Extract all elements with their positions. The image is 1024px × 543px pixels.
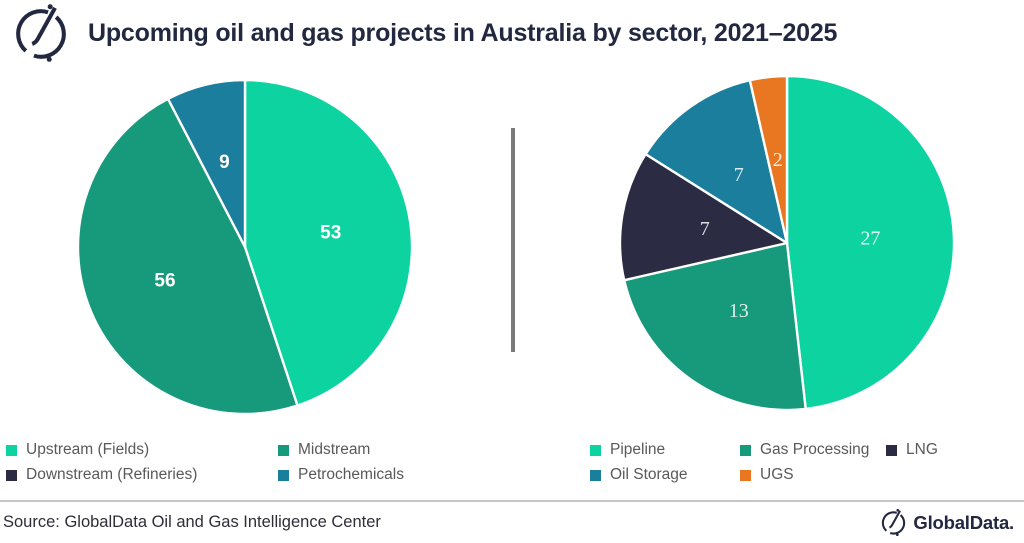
legend-swatch-upstream-fields (6, 444, 17, 456)
header: Upcoming oil and gas projects in Austral… (0, 0, 1024, 66)
pie-slice-petrochemicals (166, 78, 247, 249)
pie-slice-lng (618, 152, 789, 282)
legend-label-gas-processing: Gas Processing (760, 441, 870, 458)
legend-label-ugs: UGS (760, 466, 794, 483)
legend-swatch-oil-storage (590, 469, 601, 481)
globaldata-brand: GlobalData. (880, 509, 1014, 536)
legend-item-ugs: UGS (740, 463, 886, 487)
legend-left: Upstream (Fields) Midstream Downstream (Re… (6, 438, 404, 487)
pie-slice-oil-storage (644, 78, 789, 245)
pie-slice-gas-processing (622, 241, 807, 412)
pie-value-label-pipeline: 27 (860, 227, 880, 249)
pie-value-label-upstream-fields: 53 (320, 223, 341, 244)
pie-slice-midstream (76, 97, 299, 416)
legend-swatch-ugs (740, 469, 751, 481)
legend-label-oil-storage: Oil Storage (610, 466, 688, 483)
pie-value-label-ugs: 2 (773, 149, 783, 171)
pie-slice-ugs (748, 74, 789, 245)
pie-value-label-oil-storage: 7 (734, 164, 744, 186)
legend-item-upstream-fields: Upstream (Fields) (6, 438, 278, 462)
legend-swatch-lng (886, 444, 897, 456)
legend-swatch-midstream (278, 444, 289, 456)
legend-label-midstream: Midstream (298, 441, 371, 458)
legend-label-lng: LNG (906, 441, 938, 458)
pie-value-label-midstream: 56 (154, 270, 175, 291)
legend-label-petrochemicals: Petrochemicals (298, 466, 404, 483)
legend-swatch-petrochemicals (278, 469, 289, 481)
pie-value-label-gas-processing: 13 (729, 300, 749, 322)
legend-item-downstream-refineries: Downstream (Refineries) (6, 463, 278, 487)
legend-label-pipeline: Pipeline (610, 441, 666, 458)
globaldata-logo-icon (16, 4, 66, 62)
footer: Source: GlobalData Oil and Gas Intellige… (0, 500, 1024, 543)
pie-chart-sectors: 53 56 9 (76, 78, 414, 416)
legend-item-gas-processing: Gas Processing (740, 438, 886, 462)
legend-item-lng: LNG (886, 438, 938, 462)
legend-swatch-downstream-refineries (6, 469, 17, 481)
page-title: Upcoming oil and gas projects in Austral… (88, 18, 838, 47)
pie-slice-pipeline (785, 74, 956, 411)
legend-label-upstream-fields: Upstream (Fields) (26, 441, 150, 458)
vertical-divider (511, 128, 515, 352)
legend-swatch-gas-processing (740, 444, 751, 456)
legend-swatch-pipeline (590, 444, 601, 456)
legend-label-downstream-refineries: Downstream (Refineries) (26, 466, 198, 483)
legend-item-pipeline: Pipeline (590, 438, 740, 462)
source-text: Source: GlobalData Oil and Gas Intellige… (3, 513, 381, 531)
legend-item-oil-storage: Oil Storage (590, 463, 740, 487)
globaldata-logo-icon (882, 509, 906, 536)
legend-right: Pipeline Gas Processing LNG Oil Storage UGS (590, 438, 938, 487)
legend-item-midstream: Midstream (278, 438, 404, 462)
legend-item-petrochemicals: Petrochemicals (278, 463, 404, 487)
pie-value-label-petrochemicals: 9 (219, 152, 230, 173)
brand-text: GlobalData. (913, 511, 1014, 533)
pie-chart-midstream-breakdown: 27 13 7 7 2 (618, 74, 956, 412)
pie-value-label-lng: 7 (700, 218, 710, 240)
pie-slice-upstream-fields (243, 78, 414, 407)
